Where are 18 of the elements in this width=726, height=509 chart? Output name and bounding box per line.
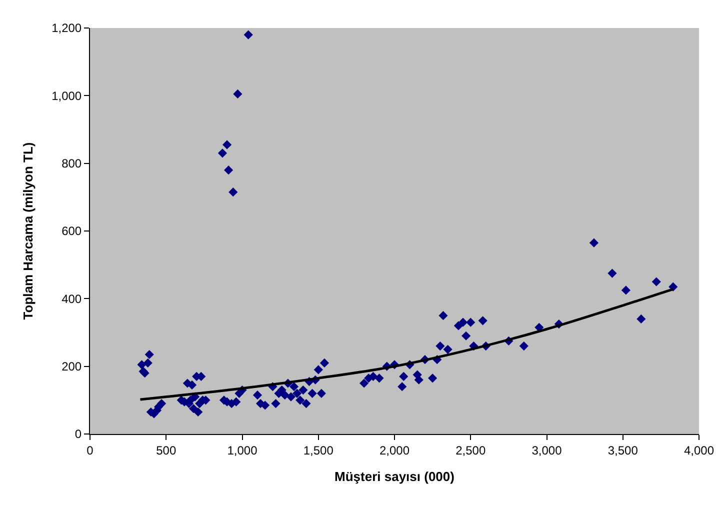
- x-tick-label: 4,000: [684, 443, 714, 458]
- y-tick-label: 200: [62, 360, 82, 374]
- y-axis-title: Toplam Harcama (milyon TL): [20, 142, 36, 320]
- x-tick-label: 1,000: [227, 443, 258, 458]
- x-tick-label: 1,500: [303, 443, 334, 458]
- y-tick-label: 1,200: [52, 21, 82, 36]
- x-tick-label: 0: [86, 443, 94, 458]
- x-tick-label: 2,500: [456, 443, 486, 458]
- y-tick-label: 400: [62, 292, 82, 306]
- y-tick-label: 600: [62, 224, 82, 238]
- x-tick-label: 500: [156, 443, 176, 458]
- y-tick-label: 800: [62, 156, 82, 171]
- x-tick-label: 3,500: [608, 443, 638, 458]
- x-axis-title: Müşteri sayısı (000): [334, 469, 454, 484]
- y-tick-label: 1,000: [52, 88, 82, 103]
- x-tick-label: 3,000: [532, 443, 562, 458]
- x-tick-label: 2,000: [379, 443, 410, 458]
- y-tick-label: 0: [74, 427, 82, 442]
